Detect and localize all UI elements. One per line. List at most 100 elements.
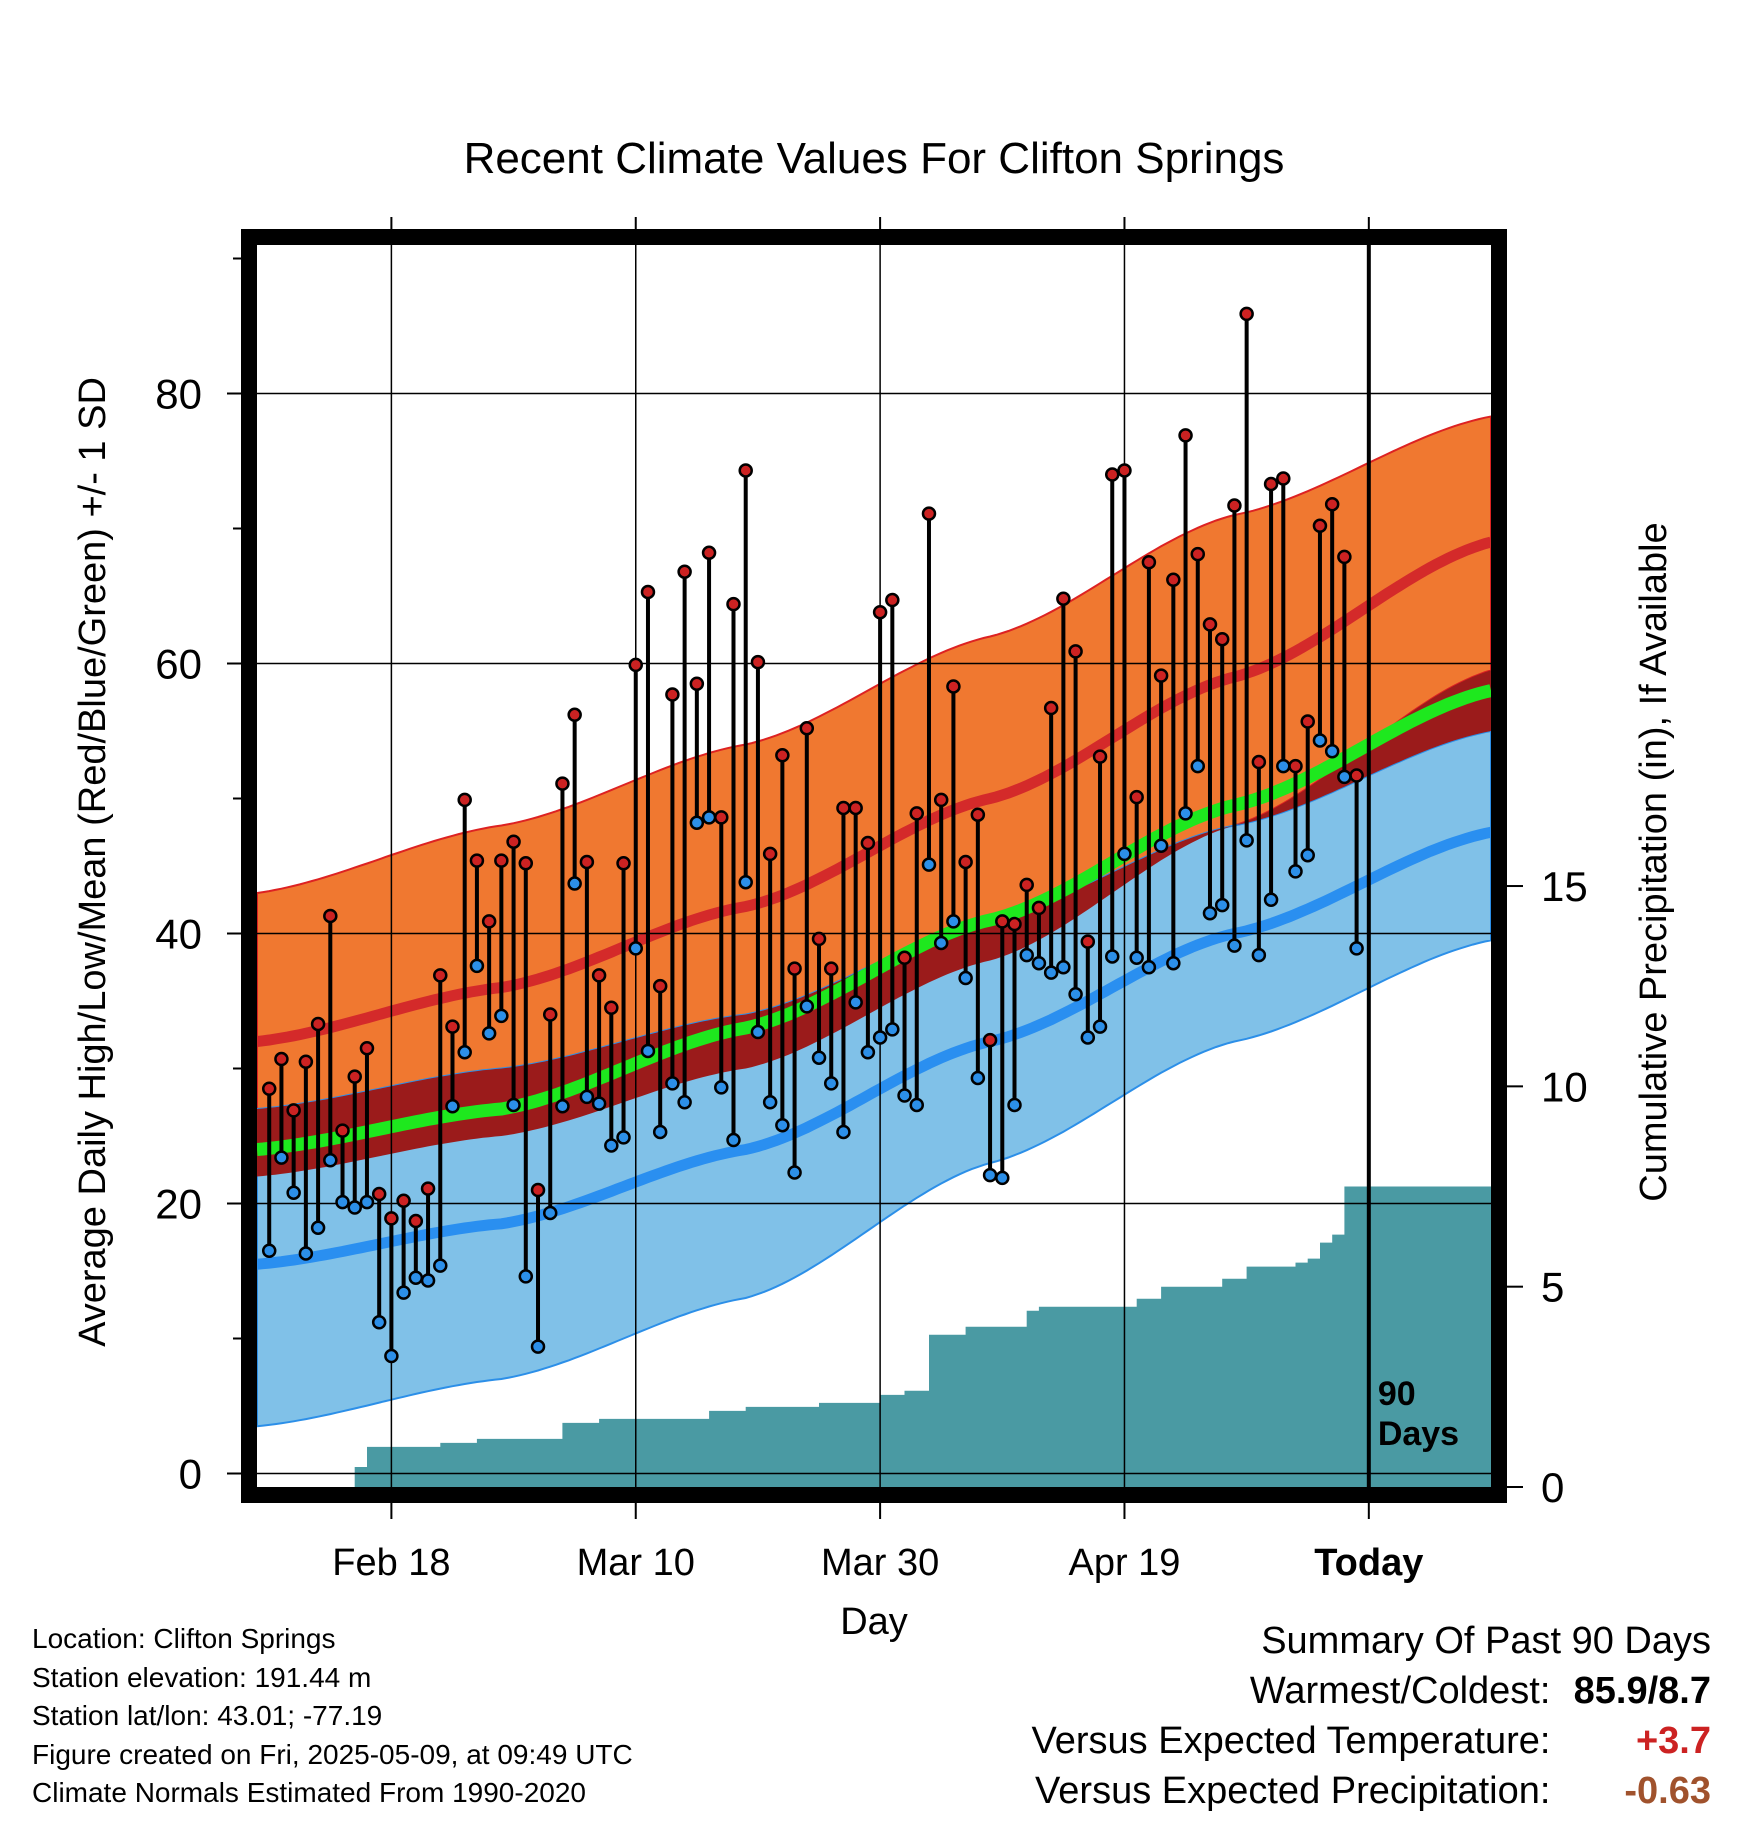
- daily-high-point: [775, 748, 790, 763]
- daily-high-point: [1239, 306, 1254, 322]
- x-tick-label: Mar 10: [577, 1542, 695, 1584]
- daily-low-point: [1141, 960, 1157, 975]
- daily-low-point: [1104, 949, 1120, 964]
- daily-high-point: [457, 792, 472, 808]
- daily-high-point: [714, 810, 729, 825]
- daily-high-point: [823, 961, 839, 976]
- daily-low-point: [1190, 758, 1206, 774]
- daily-high-point: [396, 1193, 411, 1209]
- daily-high-point: [628, 657, 644, 673]
- daily-high-point: [640, 584, 656, 600]
- precipitation-area: [257, 1170, 1491, 1487]
- daily-low-point: [261, 1243, 277, 1258]
- daily-low-point: [445, 1099, 460, 1114]
- daily-high-point: [750, 654, 766, 670]
- summary-panel: Summary Of Past 90 Days Warmest/Coldest:…: [1032, 1616, 1711, 1816]
- daily-low-point: [897, 1088, 912, 1103]
- daily-low-point: [726, 1132, 741, 1148]
- y2-tick-label: 15: [1541, 863, 1588, 910]
- daily-low-point: [1276, 758, 1291, 774]
- y-tick-label: 40: [155, 911, 202, 958]
- daily-low-point: [542, 1205, 558, 1221]
- daily-low-point: [714, 1080, 729, 1095]
- daily-high-point: [689, 676, 705, 691]
- daily-high-point: [261, 1081, 277, 1096]
- daily-high-point: [420, 1181, 436, 1196]
- daily-low-point: [530, 1339, 546, 1354]
- daily-low-point: [1214, 897, 1230, 913]
- daily-low-point: [628, 941, 644, 956]
- daily-high-point: [494, 853, 509, 868]
- daily-high-point: [1166, 572, 1181, 588]
- daily-high-point: [1263, 476, 1279, 492]
- daily-low-point: [567, 876, 582, 891]
- daily-high-point: [1178, 428, 1193, 443]
- daily-high-point: [665, 687, 680, 702]
- daily-low-point: [1202, 906, 1218, 921]
- daily-low-point: [604, 1138, 619, 1153]
- elevation-text: Station elevation: 191.44 m: [32, 1661, 372, 1693]
- daily-high-point: [946, 679, 961, 694]
- daily-low-point: [970, 1070, 986, 1086]
- low-mean-line: [257, 826, 1491, 1270]
- daily-high-point: [445, 1019, 460, 1034]
- daily-high-point: [738, 463, 753, 478]
- daily-high-point: [335, 1123, 350, 1138]
- x-axis-label: Day: [840, 1601, 908, 1643]
- daily-high-point: [872, 604, 888, 620]
- daily-low-point: [738, 874, 753, 890]
- daily-high-point: [1202, 617, 1218, 632]
- daily-high-point: [616, 856, 631, 871]
- daily-low-point: [982, 1167, 998, 1183]
- daily-low-point: [1300, 847, 1315, 863]
- daily-high-point: [1043, 700, 1059, 716]
- daily-low-point: [1129, 950, 1144, 966]
- low-normal-band: [257, 729, 1491, 1428]
- daily-high-point: [433, 968, 448, 983]
- daily-high-point: [286, 1103, 301, 1118]
- daily-high-point: [726, 596, 741, 612]
- daily-low-point: [420, 1273, 436, 1288]
- daily-high-point: [933, 792, 949, 808]
- x-tick-label: Mar 30: [821, 1542, 939, 1584]
- daily-low-point: [1263, 892, 1279, 907]
- daily-low-point: [640, 1043, 656, 1059]
- plot-frame: [241, 229, 1507, 1503]
- daily-high-point: [921, 506, 937, 521]
- today-label-days-word: Days: [1378, 1415, 1459, 1453]
- high-mean-line: [257, 536, 1491, 1047]
- daily-high-point: [298, 1054, 314, 1069]
- daily-high-point: [811, 931, 827, 947]
- station-info: Location: Clifton Springs Station elevat…: [32, 1620, 633, 1813]
- y-tick-label: 20: [155, 1181, 202, 1228]
- daily-low-point: [1288, 864, 1303, 879]
- daily-high-point: [1214, 631, 1230, 647]
- daily-high-point: [1141, 555, 1157, 570]
- daily-high-point: [1104, 467, 1120, 482]
- daily-low-point: [921, 857, 937, 872]
- daily-low-point: [958, 970, 973, 986]
- daily-high-point: [1092, 749, 1108, 764]
- daily-high-point: [762, 846, 778, 862]
- daily-low-point: [323, 1153, 338, 1168]
- daily-high-point: [518, 856, 534, 871]
- daily-high-point: [1337, 549, 1352, 565]
- precip-value: -0.63: [1624, 1770, 1711, 1812]
- daily-high-point: [677, 564, 692, 579]
- daily-low-point: [1019, 947, 1034, 963]
- daily-high-point: [1227, 498, 1242, 513]
- daily-low-point: [872, 1030, 888, 1045]
- daily-low-point: [1080, 1030, 1096, 1045]
- daily-low-point: [408, 1270, 424, 1285]
- daily-high-point: [274, 1051, 289, 1067]
- daily-high-point: [897, 950, 912, 966]
- daily-high-point: [567, 707, 582, 723]
- warmest-value: 85.9/8.7: [1573, 1670, 1711, 1712]
- daily-low-point: [347, 1200, 362, 1215]
- daily-high-point: [469, 853, 485, 868]
- daily-high-point: [1153, 668, 1169, 683]
- daily-high-point: [836, 800, 851, 816]
- daily-high-point: [359, 1041, 375, 1056]
- temp-value: +3.7: [1635, 1720, 1711, 1762]
